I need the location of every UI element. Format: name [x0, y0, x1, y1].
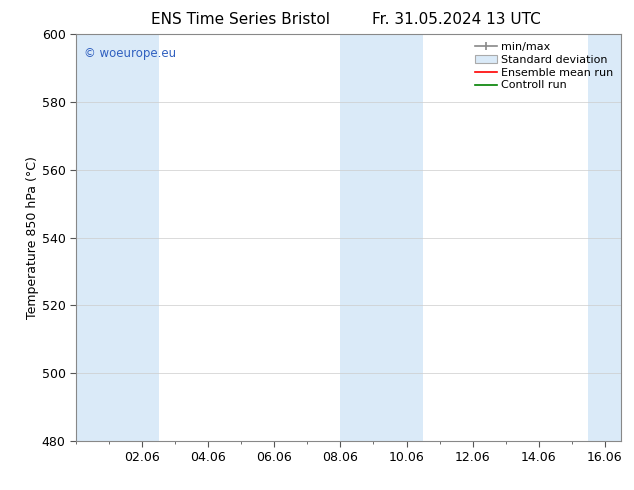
Bar [76, 34, 158, 441]
Text: © woeurope.eu: © woeurope.eu [84, 47, 176, 59]
Bar [588, 34, 621, 441]
Bar [340, 34, 423, 441]
Text: Fr. 31.05.2024 13 UTC: Fr. 31.05.2024 13 UTC [372, 12, 541, 27]
Y-axis label: Temperature 850 hPa (°C): Temperature 850 hPa (°C) [26, 156, 39, 319]
Text: ENS Time Series Bristol: ENS Time Series Bristol [152, 12, 330, 27]
Legend: min/max, Standard deviation, Ensemble mean run, Controll run: min/max, Standard deviation, Ensemble me… [472, 40, 616, 93]
